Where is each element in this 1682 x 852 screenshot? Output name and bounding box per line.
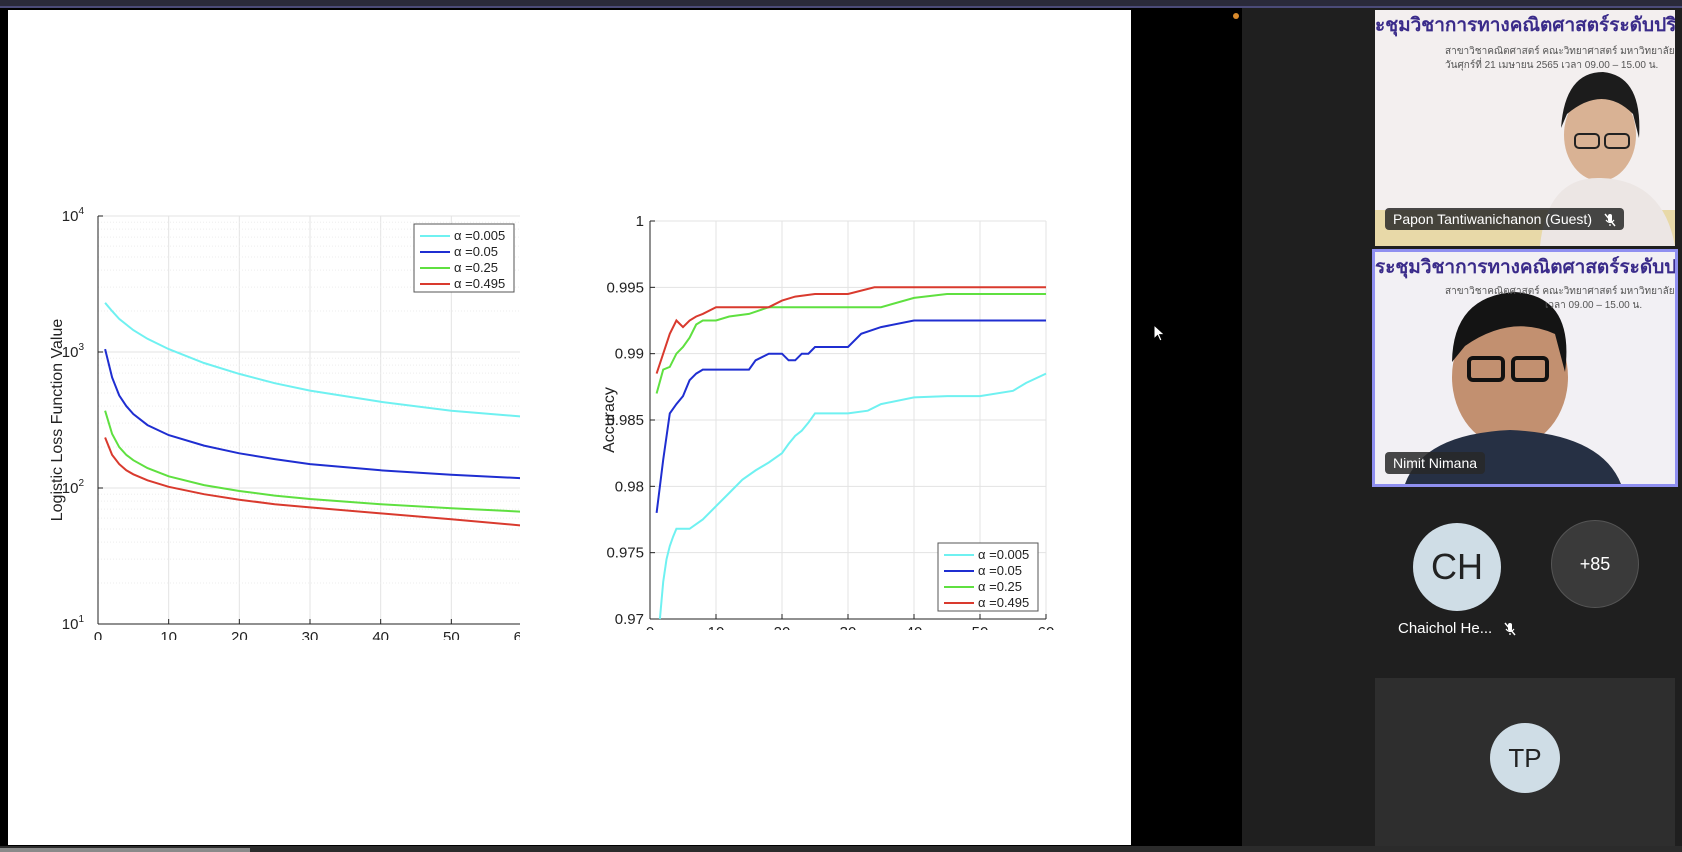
participant-name-label: Papon Tantiwanichanon (Guest)	[1385, 207, 1624, 230]
x-tick-label: 40	[906, 624, 923, 630]
participant-name: Chaichol He...	[1398, 620, 1493, 637]
video-tile-papon[interactable]: ะชุมวิชาการทางคณิตศาสตร์ระดับปริญญาตรีคร…	[1375, 10, 1675, 246]
background-banner-date: วันศุกร์ที่ 21 เมษายน 2565 เวลา 09.00 – …	[1445, 60, 1659, 71]
y-tick-label: 0.975	[606, 545, 644, 562]
x-tick-label: 50	[972, 624, 989, 630]
y-tick-label: 0.99	[615, 346, 644, 363]
x-tick-label: 30	[840, 624, 857, 630]
background-banner-title: ระชุมวิชาการทางคณิตศาสตร์ระดับปริญญาตรีค…	[1375, 257, 1675, 278]
more-participants-button[interactable]: +85	[1551, 520, 1639, 608]
window-title-bar	[0, 0, 1682, 8]
loss-chart: 0102030405060101102103104Running Time (s…	[49, 206, 520, 640]
participant-video-papon	[1375, 10, 1675, 246]
y-tick-label: 0.98	[615, 478, 644, 495]
series-line	[658, 372, 1047, 620]
legend-label: α =0.25	[978, 579, 1022, 594]
recording-dot-icon	[1233, 13, 1239, 19]
y-tick-label: 101	[62, 614, 85, 633]
x-tick-label: 0	[94, 629, 102, 640]
mic-off-icon	[1604, 213, 1616, 227]
more-participants-count: +85	[1579, 553, 1611, 574]
accuracy-chart: 0 10 20 30 40 50 60 0.97 0.975 0.98 0.985 0.99 0.995…	[601, 213, 1055, 630]
legend-label: α =0.005	[454, 228, 505, 243]
x-tick-label: 30	[302, 629, 319, 640]
legend-label: α =0.495	[978, 595, 1029, 610]
participant-name: Papon Tantiwanichanon (Guest)	[1393, 210, 1592, 227]
legend-label: α =0.05	[454, 244, 498, 259]
y-tick-label: 104	[62, 206, 85, 225]
x-tick-label: 10	[160, 629, 177, 640]
series-line	[655, 319, 1046, 514]
series-line	[104, 410, 520, 513]
series-line	[655, 293, 1046, 394]
y-tick-label: 102	[62, 478, 85, 497]
legend-label: α =0.05	[978, 563, 1022, 578]
video-tile-nimit[interactable]: ระชุมวิชาการทางคณิตศาสตร์ระดับปริญญาตรีค…	[1372, 249, 1678, 487]
avatar-tp: TP	[1490, 723, 1560, 793]
bottom-bar-segment	[0, 848, 250, 852]
y-tick-label: 0.97	[615, 611, 644, 628]
y-axis-label: Accuracy	[601, 387, 618, 453]
avatar-initials: CH	[1431, 546, 1483, 587]
y-axis-label: Logistic Loss Function Value	[49, 319, 66, 522]
series-line	[104, 302, 520, 418]
y-tick-label: 0.985	[606, 412, 644, 429]
avatar-initials: TP	[1508, 742, 1542, 773]
x-tick-label: 20	[774, 624, 791, 630]
bottom-bar	[0, 846, 1682, 852]
x-tick-label: 20	[231, 629, 248, 640]
x-tick-label: 40	[372, 629, 389, 640]
mouse-cursor-icon	[1153, 324, 1166, 342]
series-line	[104, 348, 520, 480]
avatar-ch[interactable]: CH	[1413, 523, 1501, 611]
legend-label: α =0.495	[454, 276, 505, 291]
background-banner-subtitle: สาขาวิชาคณิตศาสตร์ คณะวิทยาศาสตร์ มหาวิท…	[1445, 46, 1675, 57]
video-tile-tp[interactable]: TP	[1375, 678, 1675, 846]
title-bar-accent	[0, 6, 1682, 8]
x-tick-label: 60	[1038, 624, 1055, 630]
participant-name-label: Nimit Nimana	[1385, 452, 1486, 474]
mic-off-icon	[1504, 622, 1516, 636]
legend-label: α =0.005	[978, 547, 1029, 562]
x-tick-label: 50	[443, 629, 460, 640]
background-banner-subtitle: สาขาวิชาคณิตศาสตร์ คณะวิทยาศาสตร์ มหาวิท…	[1445, 286, 1675, 297]
y-tick-label: 1	[636, 213, 644, 230]
participant-name-label: Chaichol He...	[1398, 620, 1516, 637]
background-banner-date: เวลา 09.00 – 15.00 น.	[1545, 300, 1643, 311]
background-banner-title: ะชุมวิชาการทางคณิตศาสตร์ระดับปริญญาตรีคร…	[1375, 15, 1675, 36]
y-tick-label: 103	[62, 342, 85, 361]
x-tick-label: 0	[646, 624, 654, 630]
series-line	[655, 286, 1046, 374]
x-tick-label: 60	[514, 629, 520, 640]
participant-name: Nimit Nimana	[1393, 455, 1478, 471]
y-tick-label: 0.995	[606, 279, 644, 296]
series-line	[104, 437, 520, 527]
x-tick-label: 10	[708, 624, 725, 630]
legend-label: α =0.25	[454, 260, 498, 275]
